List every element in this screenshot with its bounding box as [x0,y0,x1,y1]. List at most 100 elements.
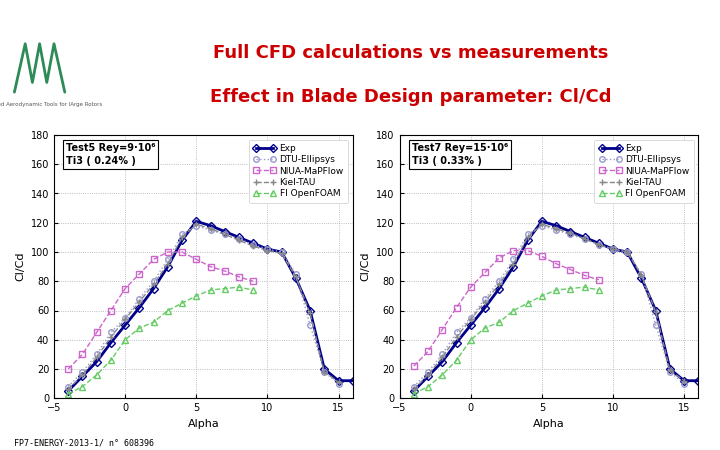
Kiel-TAU [566,230,575,236]
FI OpenFOAM [467,337,475,342]
NIUA-MaPFlow [235,274,243,279]
DTU-Ellipsys [580,236,589,242]
NIUA-MaPFlow [410,364,418,369]
FI OpenFOAM [495,320,503,325]
Kiel-TAU [595,242,603,248]
FI OpenFOAM [523,301,532,306]
FI OpenFOAM [64,391,73,396]
Kiel-TAU [64,387,73,392]
Exp [623,249,631,255]
NIUA-MaPFlow [121,286,130,291]
DTU-Ellipsys [665,369,674,374]
Exp [220,229,229,234]
DTU-Ellipsys [220,232,229,237]
Kiel-TAU [121,317,130,322]
Kiel-TAU [149,282,158,287]
FI OpenFOAM [135,325,144,331]
Kiel-TAU [334,379,343,385]
FI OpenFOAM [149,320,158,325]
Line: NIUA-MaPFlow: NIUA-MaPFlow [66,249,256,372]
Exp [178,238,186,243]
DTU-Ellipsys [192,223,201,228]
Exp [163,264,172,269]
DTU-Ellipsys [135,296,144,302]
Kiel-TAU [467,317,475,322]
Exp [608,247,617,252]
NIUA-MaPFlow [580,273,589,278]
Exp [192,219,201,224]
Text: AdVanced Aerodynamic Tools for lArge Rotors: AdVanced Aerodynamic Tools for lArge Rot… [0,102,102,107]
NIUA-MaPFlow [178,249,186,255]
NIUA-MaPFlow [595,277,603,283]
Text: Full CFD calculations vs measurements: Full CFD calculations vs measurements [212,45,608,63]
Y-axis label: Cl/Cd: Cl/Cd [15,252,25,281]
DTU-Ellipsys [78,369,87,374]
Exp [348,378,357,383]
Kiel-TAU [306,310,315,316]
Exp [438,359,446,364]
DTU-Ellipsys [320,369,328,374]
Kiel-TAU [665,368,674,373]
Exp [263,247,271,252]
Kiel-TAU [452,334,461,339]
NIUA-MaPFlow [538,254,546,259]
Exp [292,275,300,281]
Kiel-TAU [523,234,532,240]
DTU-Ellipsys [523,232,532,237]
Exp [566,229,575,234]
DTU-Ellipsys [263,247,271,252]
Kiel-TAU [163,261,172,266]
NIUA-MaPFlow [452,305,461,310]
Exp [235,234,243,240]
Kiel-TAU [277,251,286,256]
DTU-Ellipsys [637,271,646,277]
Exp [277,249,286,255]
Exp [107,340,115,346]
DTU-Ellipsys [249,242,258,248]
NIUA-MaPFlow [424,349,433,354]
FI OpenFOAM [78,384,87,389]
Exp [637,275,646,281]
Exp [92,359,101,364]
FI OpenFOAM [121,337,130,342]
Exp [467,322,475,328]
DTU-Ellipsys [107,330,115,335]
DTU-Ellipsys [121,315,130,320]
FI OpenFOAM [595,287,603,292]
Line: NIUA-MaPFlow: NIUA-MaPFlow [411,248,602,369]
DTU-Ellipsys [481,296,490,302]
DTU-Ellipsys [608,247,617,252]
FI OpenFOAM [249,287,258,292]
FI OpenFOAM [192,293,201,299]
Exp [694,378,703,383]
DTU-Ellipsys [509,256,518,262]
Exp [595,240,603,246]
FI OpenFOAM [438,372,446,378]
Exp [206,223,215,228]
Kiel-TAU [249,243,258,249]
Exp [320,366,328,372]
NIUA-MaPFlow [566,267,575,272]
Exp [149,286,158,291]
Text: Test5 Rey=9·10⁶
Ti3 ( 0.24% ): Test5 Rey=9·10⁶ Ti3 ( 0.24% ) [66,143,156,166]
DTU-Ellipsys [467,315,475,320]
Exp [680,378,688,383]
X-axis label: Alpha: Alpha [187,418,220,429]
Line: Kiel-TAU: Kiel-TAU [65,221,342,393]
Kiel-TAU [680,378,688,383]
Exp [452,340,461,346]
Kiel-TAU [292,274,300,279]
Kiel-TAU [220,232,229,237]
DTU-Ellipsys [163,256,172,262]
Y-axis label: Cl/Cd: Cl/Cd [361,252,371,281]
X-axis label: Alpha: Alpha [533,418,565,429]
DTU-Ellipsys [92,352,101,357]
Exp [580,234,589,240]
DTU-Ellipsys [538,223,546,228]
DTU-Ellipsys [452,330,461,335]
Text: FP7-ENERGY-2013-1/ n° 608396: FP7-ENERGY-2013-1/ n° 608396 [14,438,154,447]
Exp [509,264,518,269]
NIUA-MaPFlow [192,256,201,262]
FI OpenFOAM [107,357,115,363]
DTU-Ellipsys [652,322,660,328]
